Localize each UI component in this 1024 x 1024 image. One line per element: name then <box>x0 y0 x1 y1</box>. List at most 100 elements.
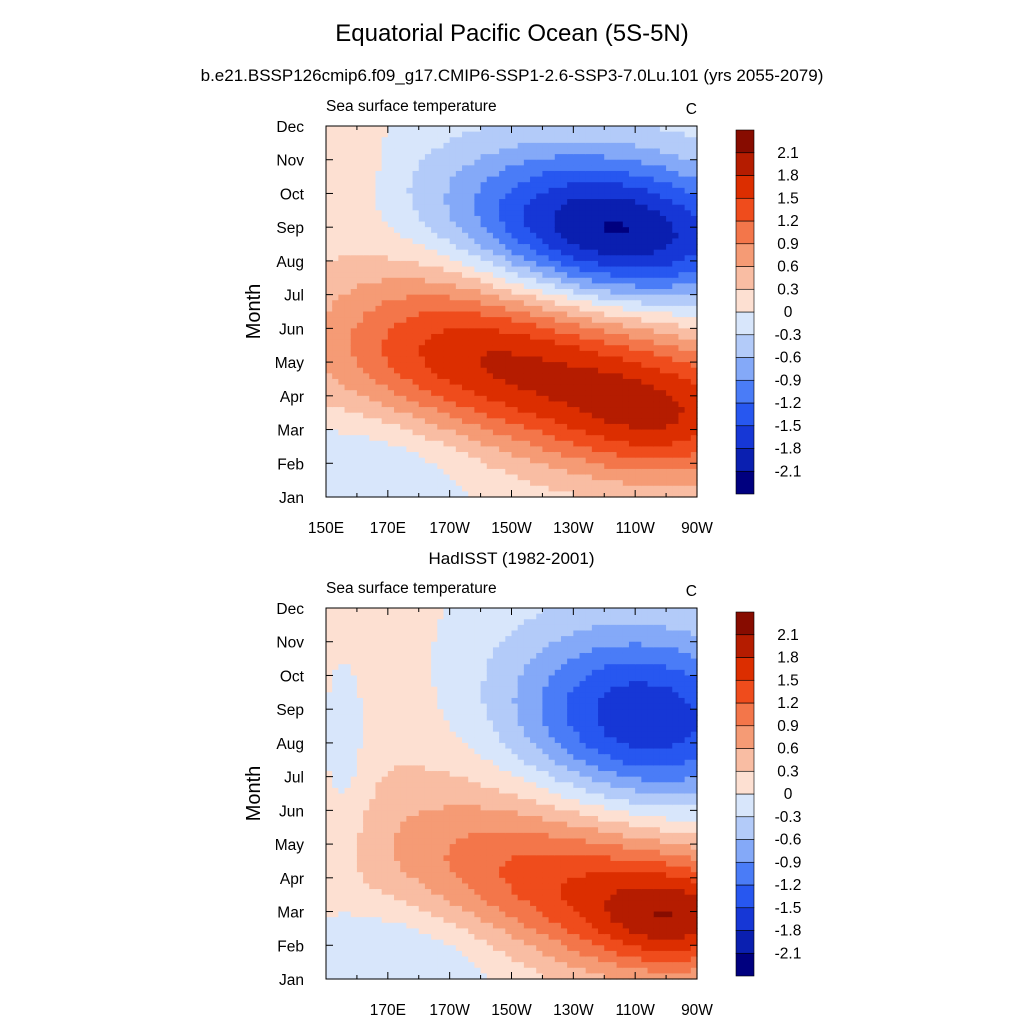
contour-cell <box>480 468 488 476</box>
contour-cell <box>554 227 562 234</box>
contour-cell <box>684 356 692 363</box>
contour-cell <box>363 457 370 464</box>
contour-cell <box>332 911 339 918</box>
contour-cell <box>350 669 358 677</box>
contour-cell <box>678 485 686 492</box>
contour-cell <box>560 311 568 318</box>
contour-cell <box>443 418 451 425</box>
contour-cell <box>400 480 407 487</box>
contour-cell <box>480 289 488 296</box>
contour-cell <box>523 378 531 386</box>
contour-cell <box>678 362 686 369</box>
contour-cell <box>653 345 661 352</box>
contour-cell <box>350 754 358 761</box>
contour-cell <box>338 457 346 464</box>
contour-cell <box>523 463 531 470</box>
contour-cell <box>375 787 383 795</box>
contour-cell <box>406 238 414 245</box>
contour-cell <box>369 356 377 363</box>
contour-cell <box>653 322 661 329</box>
contour-cell <box>356 815 364 823</box>
contour-cell <box>492 137 500 144</box>
contour-cell <box>690 339 698 346</box>
contour-cell <box>326 714 333 722</box>
contour-cell <box>437 367 445 374</box>
contour-cell <box>591 468 599 476</box>
contour-cell <box>598 350 605 358</box>
contour-cell <box>554 148 562 155</box>
contour-cell <box>542 170 550 178</box>
contour-cell <box>591 126 599 133</box>
contour-cell <box>437 333 445 341</box>
contour-cell <box>455 322 463 329</box>
contour-cell <box>672 311 680 318</box>
contour-cell <box>536 390 544 397</box>
contour-cell <box>505 345 513 352</box>
contour-cell <box>653 418 661 425</box>
contour-cell <box>486 182 494 189</box>
contour-cell <box>511 390 519 397</box>
contour-cell <box>653 317 661 324</box>
contour-cell <box>394 754 401 761</box>
contour-cell <box>356 418 364 425</box>
contour-cell <box>567 429 574 436</box>
contour-cell <box>647 418 655 425</box>
contour-cell <box>560 199 568 206</box>
contour-cell <box>536 283 544 290</box>
contour-cell <box>406 675 414 682</box>
contour-cell <box>356 894 364 901</box>
contour-cell <box>560 418 568 425</box>
contour-cell <box>437 317 445 324</box>
contour-cell <box>326 821 333 828</box>
contour-cell <box>486 266 494 273</box>
contour-cell <box>505 232 513 240</box>
contour-cell <box>356 491 364 498</box>
contour-cell <box>579 356 587 363</box>
contour-cell <box>369 272 377 279</box>
contour-cell <box>443 148 451 155</box>
contour-cell <box>344 917 352 924</box>
contour-cell <box>356 945 364 952</box>
contour-cell <box>356 423 364 431</box>
contour-cell <box>548 283 556 290</box>
contour-cell <box>369 714 377 722</box>
contour-cell <box>536 356 544 363</box>
contour-cell <box>356 328 364 335</box>
contour-cell <box>387 401 395 408</box>
contour-cell <box>523 423 531 431</box>
contour-cell <box>579 165 587 172</box>
contour-cell <box>332 182 339 189</box>
contour-cell <box>462 412 469 419</box>
contour-cell <box>585 378 593 386</box>
contour-cell <box>406 703 414 710</box>
contour-cell <box>400 485 407 492</box>
contour-cell <box>486 311 494 318</box>
contour-cell <box>412 480 420 487</box>
contour-cell <box>350 922 358 930</box>
contour-cell <box>480 463 488 470</box>
contour-cell <box>641 446 649 453</box>
contour-cell <box>480 294 488 301</box>
contour-cell <box>554 390 562 397</box>
contour-cell <box>684 378 692 386</box>
contour-cell <box>455 446 463 453</box>
left-string-0: Sea surface temperature <box>326 98 497 115</box>
contour-cell <box>505 165 513 172</box>
contour-cell <box>591 401 599 408</box>
contour-cell <box>591 362 599 369</box>
contour-cell <box>579 468 587 476</box>
contour-cell <box>350 658 358 665</box>
contour-cell <box>332 765 339 772</box>
colorbar-box <box>735 266 755 290</box>
contour-cell <box>499 401 506 408</box>
contour-cell <box>505 446 513 453</box>
contour-cell <box>573 260 581 268</box>
contour-cell <box>412 294 420 301</box>
contour-cell <box>356 652 364 660</box>
contour-cell <box>567 148 574 155</box>
contour-cell <box>647 401 655 408</box>
contour-cell <box>326 962 333 969</box>
contour-cell <box>536 373 544 380</box>
contour-cell <box>585 159 593 166</box>
contour-cell <box>363 844 370 851</box>
